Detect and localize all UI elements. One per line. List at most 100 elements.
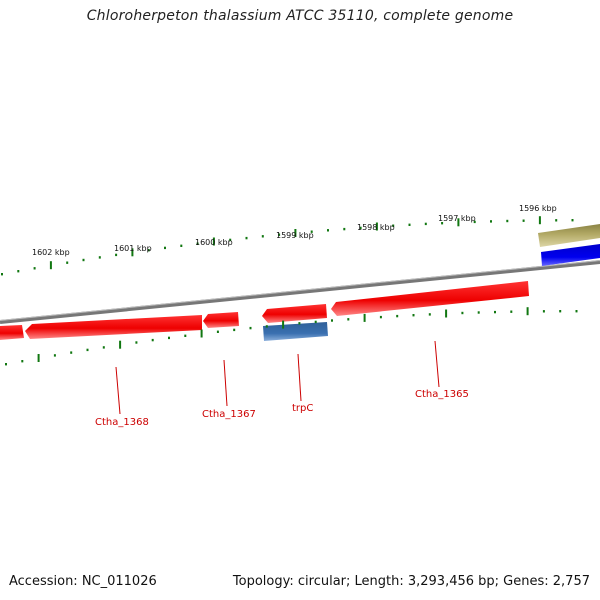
major-tick <box>37 354 40 362</box>
minor-tick <box>392 224 395 227</box>
major-tick <box>526 307 529 316</box>
scale-label-1597: 1597 kbp <box>438 214 476 223</box>
scale-label-1599: 1599 kbp <box>276 231 314 240</box>
minor-tick <box>327 229 329 232</box>
genome-backbone <box>0 260 600 324</box>
major-tick <box>457 218 460 227</box>
minor-tick <box>70 351 73 354</box>
gene-upper-blue <box>541 244 600 266</box>
minor-tick <box>424 222 427 226</box>
leader-ctha-1367 <box>223 359 228 407</box>
genome-backbone-highlight <box>0 260 600 321</box>
minor-tick <box>233 328 236 332</box>
minor-tick <box>21 360 24 363</box>
minor-tick <box>314 320 317 324</box>
gene-label-ctha-1368: Ctha_1368 <box>95 417 149 428</box>
gene-label-ctha-1365: Ctha_1365 <box>415 389 469 400</box>
minor-tick <box>229 238 232 242</box>
minor-tick <box>216 330 219 333</box>
major-tick <box>538 216 541 225</box>
minor-tick <box>180 244 183 247</box>
minor-tick <box>249 326 252 330</box>
minor-tick <box>575 310 578 313</box>
topology-summary-text: Topology: circular; Length: 3,293,456 bp… <box>232 574 590 589</box>
minor-tick <box>473 220 476 224</box>
minor-tick <box>331 319 333 322</box>
minor-tick <box>441 222 444 225</box>
gene-trpc-blue <box>263 322 328 341</box>
accession-text: Accession: NC_011026 <box>9 574 157 589</box>
gene-left-partial <box>0 325 24 340</box>
major-tick <box>282 320 285 329</box>
minor-tick <box>343 227 346 231</box>
minor-tick <box>184 334 187 337</box>
minor-tick <box>542 310 545 313</box>
major-tick <box>49 261 52 270</box>
genome-title: Chloroherpeton thalassium ATCC 35110, co… <box>86 8 514 24</box>
minor-tick <box>17 270 20 273</box>
minor-tick <box>265 325 268 328</box>
minor-tick <box>559 310 562 313</box>
minor-tick <box>571 219 574 222</box>
lower-scale-ticks <box>5 307 578 366</box>
major-tick <box>294 229 297 237</box>
upper-scale-ticks <box>1 216 574 276</box>
minor-tick <box>359 226 362 230</box>
minor-tick <box>522 219 525 222</box>
minor-tick <box>245 236 248 240</box>
minor-tick <box>66 261 69 264</box>
gene-label-trpc: trpC <box>292 403 313 414</box>
minor-tick <box>477 311 480 314</box>
major-tick <box>119 340 122 349</box>
minor-tick <box>428 313 431 316</box>
minor-tick <box>135 341 138 344</box>
minor-tick <box>115 253 118 257</box>
major-tick <box>363 313 366 322</box>
minor-tick <box>490 220 492 223</box>
major-tick <box>212 237 215 246</box>
minor-tick <box>5 363 7 366</box>
minor-tick <box>147 249 150 252</box>
minor-tick <box>164 246 166 250</box>
minor-tick <box>98 256 101 259</box>
minor-tick <box>151 338 154 342</box>
minor-tick <box>310 230 313 233</box>
major-tick <box>131 248 134 257</box>
minor-tick <box>412 314 415 317</box>
major-tick <box>375 222 378 231</box>
gene-ctha-1368 <box>25 315 202 339</box>
gene-ctha-1367 <box>203 312 239 328</box>
scale-label-1601: 1601 kbp <box>114 244 152 253</box>
scale-label-1602: 1602 kbp <box>32 248 70 257</box>
leader-trpc <box>297 353 302 402</box>
gene-trpc <box>262 304 327 323</box>
major-tick <box>445 309 448 318</box>
minor-tick <box>278 233 281 236</box>
minor-tick <box>510 310 513 313</box>
gene-upper-tan <box>538 224 600 247</box>
minor-tick <box>53 354 56 357</box>
minor-tick <box>555 219 558 222</box>
minor-tick <box>408 223 411 226</box>
leader-ctha-1365 <box>434 340 440 388</box>
minor-tick <box>33 267 36 270</box>
minor-tick <box>298 322 301 325</box>
minor-tick <box>494 310 496 314</box>
minor-tick <box>168 336 170 340</box>
minor-tick <box>82 258 85 262</box>
minor-tick <box>86 348 89 352</box>
leader-ctha-1368 <box>115 366 121 415</box>
scale-label-1596: 1596 kbp <box>519 204 557 213</box>
major-tick <box>200 329 203 338</box>
minor-tick <box>347 318 350 321</box>
minor-tick <box>461 311 464 315</box>
minor-tick <box>379 315 382 319</box>
scale-label-1600: 1600 kbp <box>195 238 233 247</box>
gene-ctha-1365 <box>331 281 529 316</box>
minor-tick <box>196 242 199 245</box>
minor-tick <box>1 273 3 276</box>
minor-tick <box>396 314 399 318</box>
minor-tick <box>102 346 105 349</box>
gene-label-ctha-1367: Ctha_1367 <box>202 409 256 420</box>
